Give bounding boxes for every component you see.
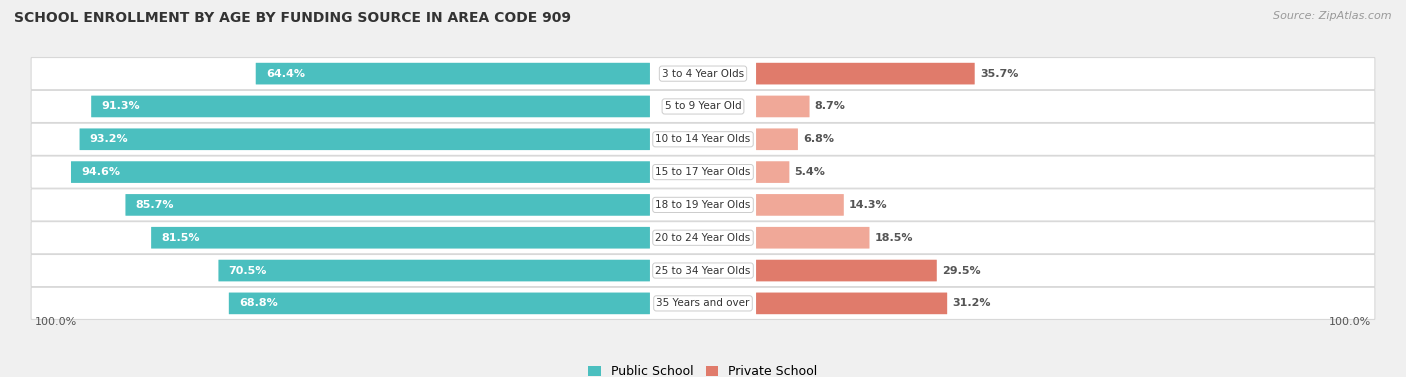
Text: SCHOOL ENROLLMENT BY AGE BY FUNDING SOURCE IN AREA CODE 909: SCHOOL ENROLLMENT BY AGE BY FUNDING SOUR… [14, 11, 571, 25]
FancyBboxPatch shape [756, 227, 869, 248]
Text: 35 Years and over: 35 Years and over [657, 298, 749, 308]
Text: 100.0%: 100.0% [35, 317, 77, 327]
FancyBboxPatch shape [150, 227, 650, 248]
FancyBboxPatch shape [756, 96, 810, 117]
FancyBboxPatch shape [31, 287, 1375, 319]
Text: 18 to 19 Year Olds: 18 to 19 Year Olds [655, 200, 751, 210]
Text: 15 to 17 Year Olds: 15 to 17 Year Olds [655, 167, 751, 177]
Text: 5 to 9 Year Old: 5 to 9 Year Old [665, 101, 741, 112]
Text: 64.4%: 64.4% [266, 69, 305, 79]
Text: 70.5%: 70.5% [229, 265, 267, 276]
Text: 91.3%: 91.3% [101, 101, 141, 112]
Text: 68.8%: 68.8% [239, 298, 277, 308]
Text: 100.0%: 100.0% [1329, 317, 1371, 327]
FancyBboxPatch shape [756, 129, 799, 150]
FancyBboxPatch shape [31, 254, 1375, 287]
Text: 29.5%: 29.5% [942, 265, 980, 276]
FancyBboxPatch shape [31, 222, 1375, 254]
Text: 94.6%: 94.6% [82, 167, 120, 177]
Text: 81.5%: 81.5% [162, 233, 200, 243]
FancyBboxPatch shape [31, 58, 1375, 90]
FancyBboxPatch shape [256, 63, 650, 84]
FancyBboxPatch shape [80, 129, 650, 150]
FancyBboxPatch shape [756, 161, 789, 183]
FancyBboxPatch shape [31, 189, 1375, 221]
Text: 3 to 4 Year Olds: 3 to 4 Year Olds [662, 69, 744, 79]
FancyBboxPatch shape [70, 161, 650, 183]
FancyBboxPatch shape [91, 96, 650, 117]
FancyBboxPatch shape [31, 90, 1375, 123]
Legend: Public School, Private School: Public School, Private School [583, 360, 823, 377]
FancyBboxPatch shape [218, 260, 650, 281]
Text: 31.2%: 31.2% [952, 298, 991, 308]
FancyBboxPatch shape [31, 123, 1375, 155]
FancyBboxPatch shape [125, 194, 650, 216]
Text: 93.2%: 93.2% [90, 134, 128, 144]
Text: 10 to 14 Year Olds: 10 to 14 Year Olds [655, 134, 751, 144]
Text: 85.7%: 85.7% [135, 200, 174, 210]
Text: 20 to 24 Year Olds: 20 to 24 Year Olds [655, 233, 751, 243]
FancyBboxPatch shape [756, 194, 844, 216]
Text: 18.5%: 18.5% [875, 233, 912, 243]
Text: 35.7%: 35.7% [980, 69, 1018, 79]
Text: 8.7%: 8.7% [814, 101, 845, 112]
Text: 5.4%: 5.4% [794, 167, 825, 177]
FancyBboxPatch shape [229, 293, 650, 314]
Text: 6.8%: 6.8% [803, 134, 834, 144]
Text: 14.3%: 14.3% [849, 200, 887, 210]
FancyBboxPatch shape [31, 156, 1375, 188]
FancyBboxPatch shape [756, 63, 974, 84]
Text: Source: ZipAtlas.com: Source: ZipAtlas.com [1274, 11, 1392, 21]
Text: 25 to 34 Year Olds: 25 to 34 Year Olds [655, 265, 751, 276]
FancyBboxPatch shape [756, 260, 936, 281]
FancyBboxPatch shape [756, 293, 948, 314]
